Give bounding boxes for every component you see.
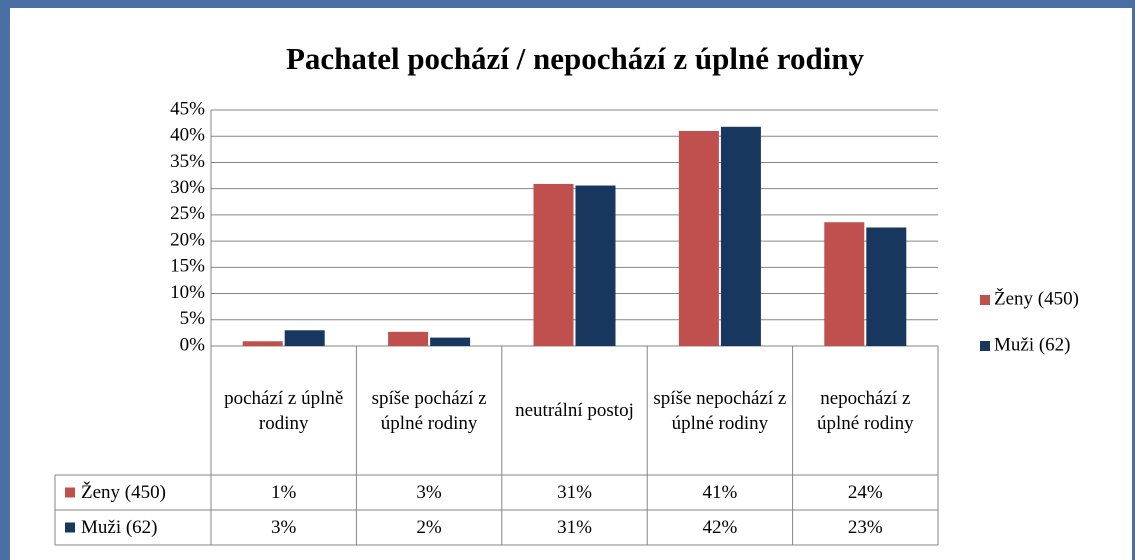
- legend-label: Ženy (450): [994, 287, 1079, 309]
- y-tick-label: 0%: [180, 334, 206, 355]
- legend-swatch: [65, 522, 75, 533]
- table-value: 41%: [702, 482, 738, 503]
- table-value: 24%: [847, 482, 883, 503]
- y-tick-label: 35%: [170, 151, 205, 172]
- y-tick-label: 15%: [170, 256, 205, 277]
- legend-label: Muži (62): [994, 334, 1071, 355]
- table-value: 3%: [416, 482, 442, 503]
- table-value: 1%: [271, 482, 297, 503]
- category-label: spíše pochází z úplné rodiny: [371, 387, 487, 434]
- bar: [388, 331, 429, 346]
- table-value: 31%: [557, 517, 592, 538]
- bar: [575, 185, 616, 346]
- table-value: 42%: [702, 517, 738, 538]
- table-value: 23%: [847, 517, 883, 538]
- table-row-header: Muži (62): [81, 517, 158, 538]
- bar: [720, 126, 761, 346]
- category-label: spíše nepochází z úplné rodiny: [653, 387, 787, 434]
- bar: [678, 130, 719, 346]
- bar: [866, 227, 907, 346]
- bar: [533, 183, 574, 346]
- bar: [242, 341, 283, 346]
- y-tick-label: 30%: [170, 177, 205, 198]
- y-tick-label: 25%: [170, 203, 205, 224]
- table-value: 2%: [416, 517, 442, 538]
- y-tick-label: 20%: [170, 229, 205, 250]
- y-tick-label: 45%: [170, 98, 205, 119]
- bar: [430, 337, 471, 346]
- y-tick-label: 10%: [170, 282, 205, 303]
- category-label: neutrální postoj: [515, 400, 634, 421]
- legend-swatch: [980, 295, 990, 305]
- chart-title: Pachatel pochází / nepochází z úplné rod…: [286, 41, 865, 76]
- bar: [284, 330, 325, 346]
- y-tick-label: 40%: [170, 125, 205, 146]
- bar: [824, 222, 865, 346]
- y-tick-label: 5%: [180, 308, 206, 329]
- table-row-header: Ženy (450): [81, 482, 166, 503]
- table-value: 31%: [557, 482, 592, 503]
- category-label: nepochází z úplné rodiny: [817, 387, 914, 434]
- legend-swatch: [65, 487, 75, 498]
- category-label: pochází z úplně rodiny: [224, 387, 344, 434]
- table-value: 3%: [271, 517, 297, 538]
- legend-swatch: [980, 341, 990, 351]
